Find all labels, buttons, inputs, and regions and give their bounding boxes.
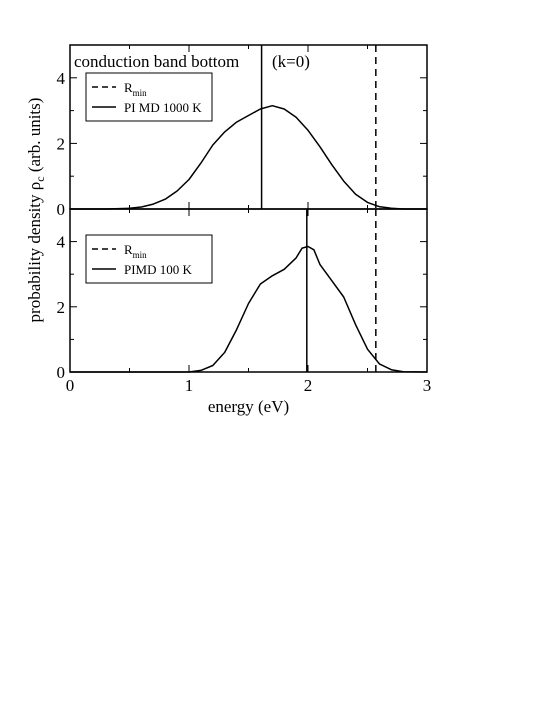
bottom-y-tick-label: 0 [57, 363, 66, 382]
panel-top: 0 2 4 conduction band bottom (k=0) Rmin PI MD … [57, 44, 428, 219]
top-y-tick-label: 2 [57, 134, 66, 153]
bottom-y-tick-label: 4 [57, 233, 66, 252]
panel-title-left: conduction band bottom [74, 52, 239, 71]
panel-bottom: 0 2 4 0 1 2 3 energy (eV) Rmin PIMD 100 K [57, 208, 432, 416]
bottom-x-tick-label: 1 [185, 376, 194, 395]
top-legend-label-subscript: min [133, 88, 148, 98]
bottom-x-tick-label: 0 [66, 376, 75, 395]
bottom-x-tick-label: 2 [304, 376, 313, 395]
top-series-line [70, 104, 427, 210]
y-axis-label-subscript: c [33, 176, 47, 181]
y-axis-label-suffix: (arb. units) [25, 98, 44, 177]
x-axis-label: energy (eV) [208, 397, 289, 416]
bottom-y-tick-label: 2 [57, 298, 66, 317]
panel-title-right: (k=0) [272, 52, 310, 71]
bottom-legend-label: PIMD 100 K [124, 262, 193, 277]
bottom-legend-label-main: PIMD 100 K [124, 262, 193, 277]
y-axis-label: probability density ρc (arb. units) [25, 98, 47, 323]
bottom-legend-box [85, 234, 213, 284]
top-legend-label: PI MD 1000 K [124, 100, 202, 115]
bottom-series-line [70, 245, 428, 373]
bottom-x-tick-label: 3 [423, 376, 432, 395]
bottom-legend-label: Rmin [124, 242, 147, 260]
top-legend-label-main: R [124, 80, 133, 95]
top-legend-label: Rmin [124, 80, 147, 98]
bottom-legend-label-subscript: min [133, 250, 148, 260]
bottom-plot-frame [69, 208, 428, 373]
bottom-legend-label-main: R [124, 242, 133, 257]
top-legend-label-main: PI MD 1000 K [124, 100, 202, 115]
top-y-tick-label: 4 [57, 69, 66, 88]
top-legend-box [85, 72, 213, 122]
y-axis-label-main: probability density ρ [25, 182, 44, 323]
top-y-tick-label: 0 [57, 200, 66, 219]
